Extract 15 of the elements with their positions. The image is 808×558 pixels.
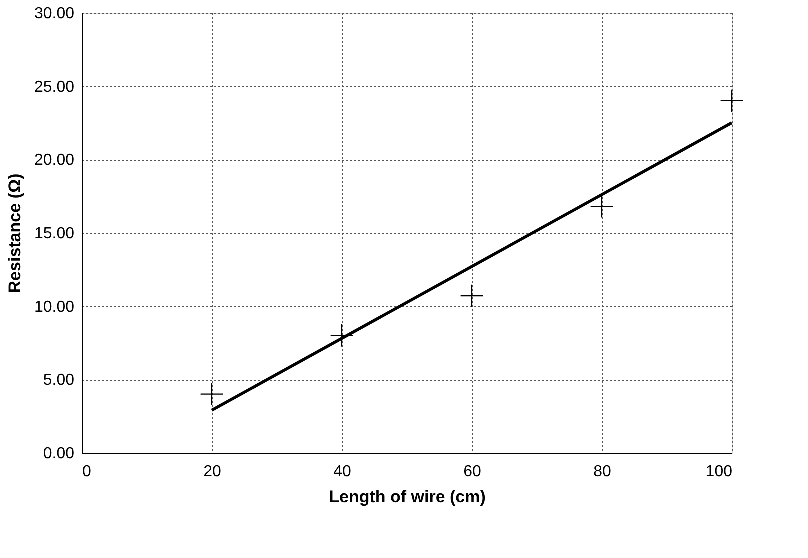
y-tick-label: 0.00 <box>43 446 75 462</box>
y-tick-label: 5.00 <box>43 372 75 390</box>
x-tick-label: 80 <box>594 464 612 480</box>
y-tick-label: 25.00 <box>34 78 75 96</box>
x-tick-label: 100 <box>706 464 733 480</box>
y-tick-label: 30.00 <box>34 6 75 22</box>
x-tick-label: 60 <box>464 464 482 480</box>
y-tick-label: 15.00 <box>34 226 75 242</box>
y-tick-label: 20.00 <box>34 152 75 170</box>
x-tick-label: 40 <box>334 464 352 480</box>
x-tick-label: 0 <box>82 464 92 480</box>
x-tick-label: 20 <box>204 464 222 480</box>
y-axis-title: Resistance (Ω) <box>5 174 24 294</box>
y-tick-label: 10.00 <box>34 298 75 316</box>
x-axis-title: Length of wire (cm) <box>329 488 486 506</box>
